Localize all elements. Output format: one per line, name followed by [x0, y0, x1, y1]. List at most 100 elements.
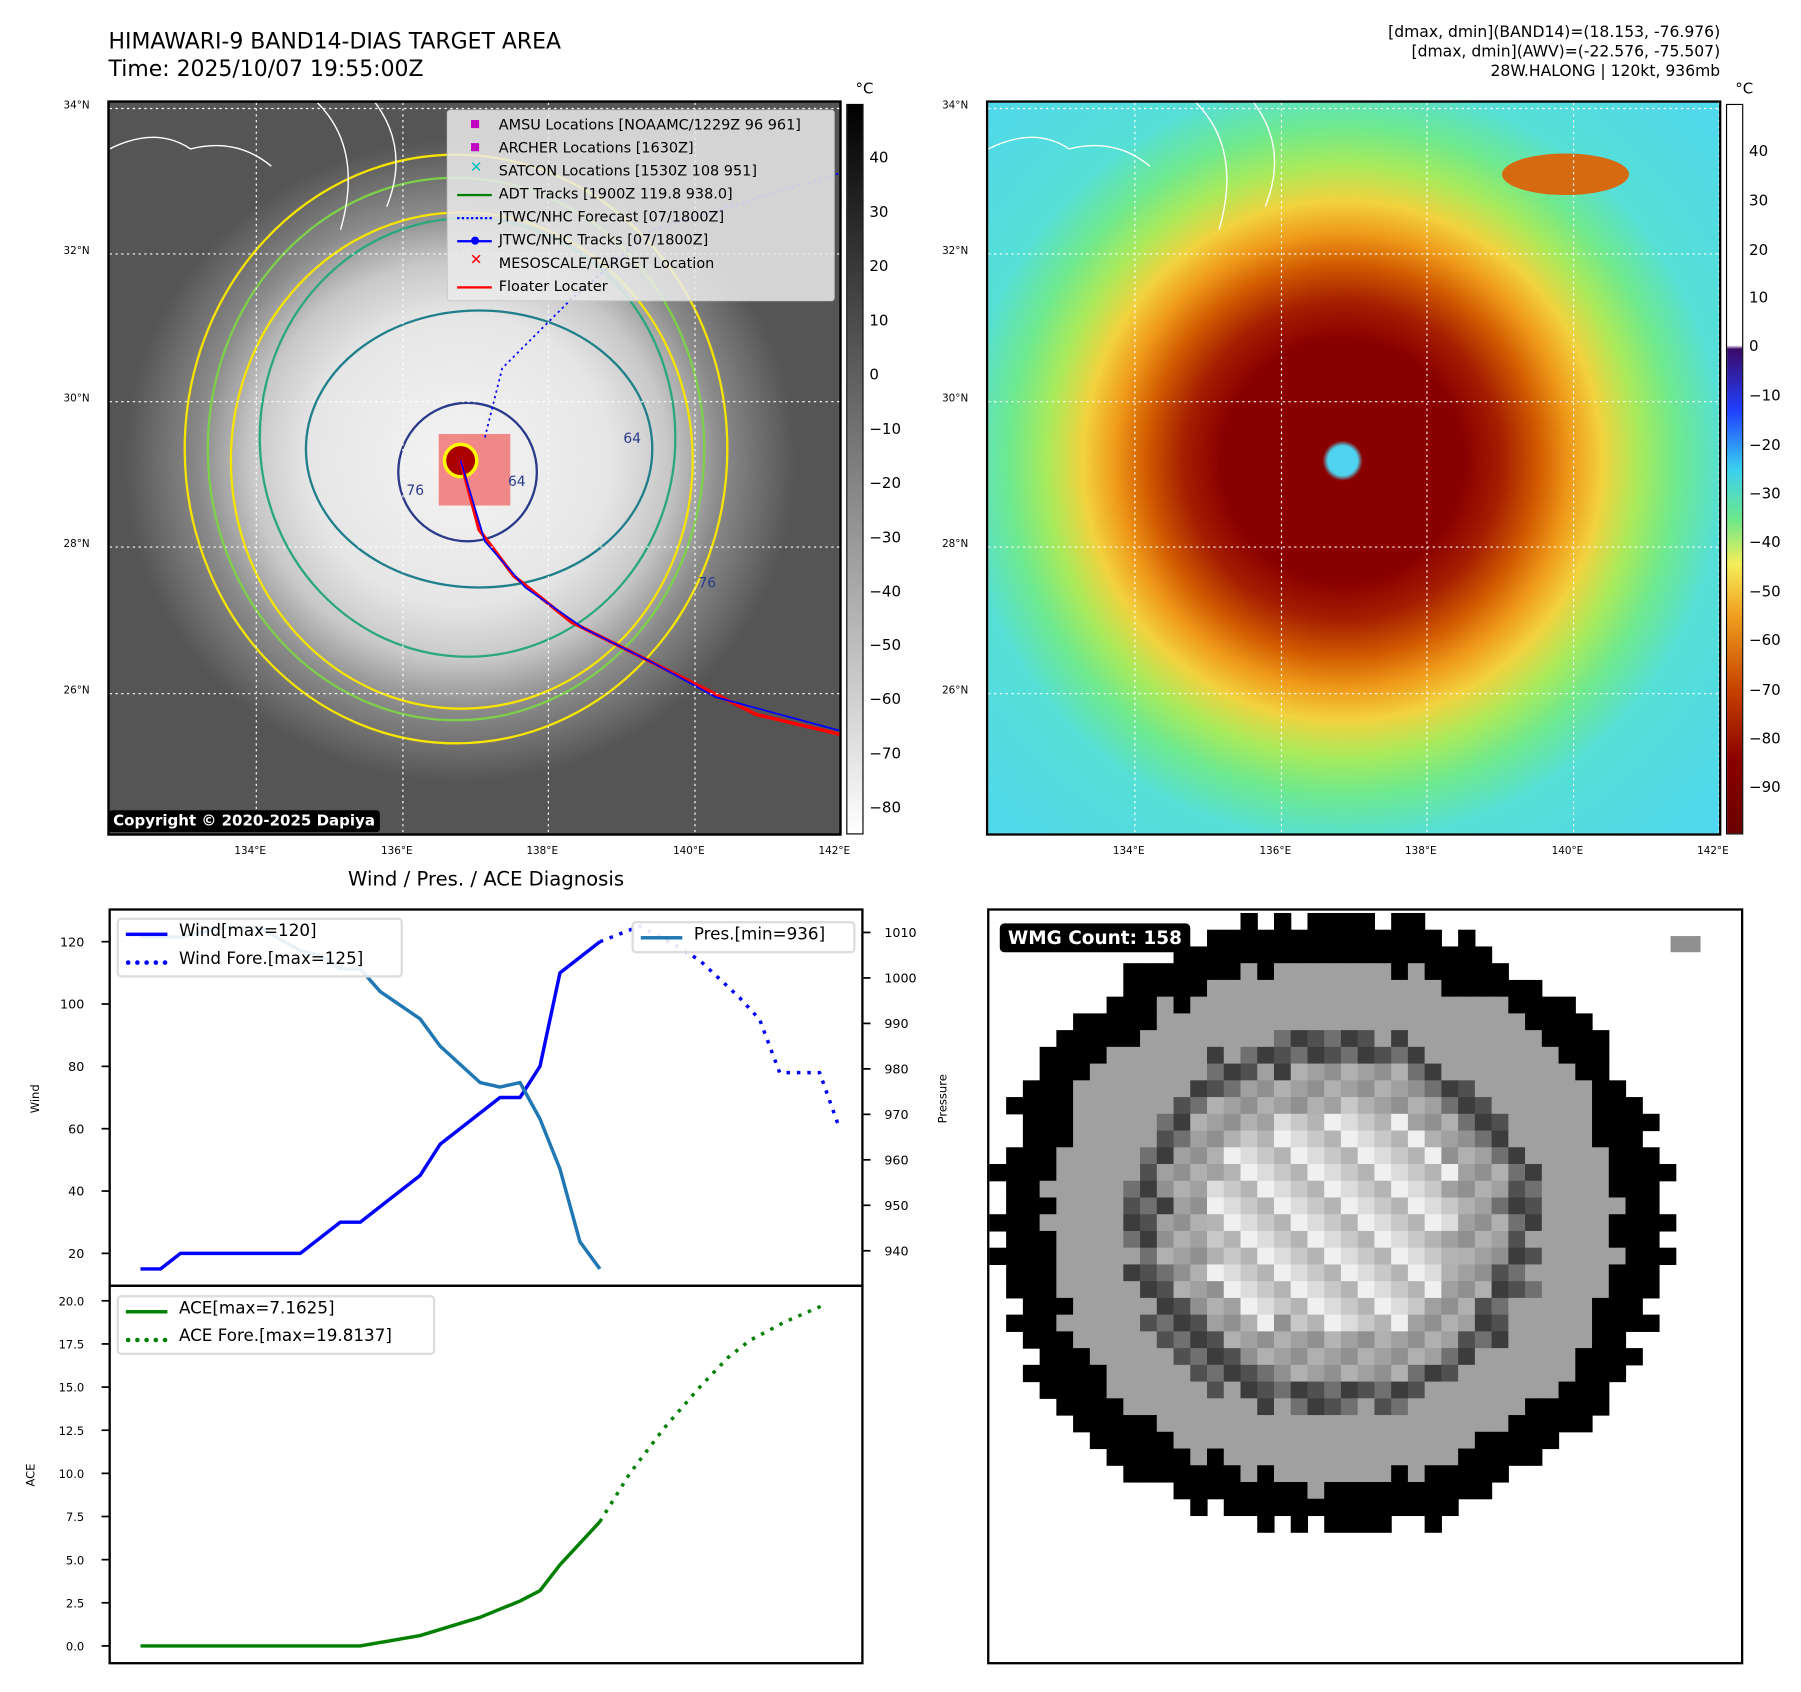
wmg-cell — [1073, 1164, 1091, 1182]
wmg-cell — [1123, 1348, 1141, 1366]
wmg-cell — [1340, 1130, 1359, 1148]
wmg-cell — [1223, 1398, 1242, 1416]
wmg-cell — [1458, 1415, 1476, 1433]
band14-ir-map[interactable]: AMSU Locations [NOAAMC/1229Z 96 961] ARCH… — [107, 100, 842, 836]
wmg-cell — [1357, 1314, 1375, 1332]
wmg-cell — [1207, 1130, 1225, 1148]
wmg-cell — [1073, 1063, 1091, 1081]
wmg-cell — [1659, 1214, 1677, 1232]
wmg-cell — [1307, 1113, 1325, 1132]
wmg-cell — [1441, 1448, 1459, 1466]
wmg-cell — [1290, 1448, 1309, 1466]
wmg-cell — [1106, 1097, 1124, 1115]
colorbar-tick: 0 — [869, 367, 879, 385]
wmg-cell — [1190, 1097, 1208, 1115]
wmg-cell — [1006, 1147, 1024, 1165]
pressure-legend: Pres.[min=936] — [631, 921, 856, 954]
wmg-cell — [1089, 1080, 1108, 1098]
storm-summary: 28W.HALONG | 120kt, 936mb — [1490, 62, 1721, 81]
wmg-cell — [1223, 1063, 1242, 1081]
wmg-cell — [1407, 1147, 1426, 1165]
wmg-cell — [1123, 1431, 1141, 1450]
wmg-cell — [1525, 1431, 1543, 1450]
wmg-cell — [1207, 1264, 1225, 1282]
wmg-cell — [1223, 1130, 1242, 1148]
wmg-cell — [1056, 1180, 1074, 1199]
lon-label: 140°E — [673, 846, 705, 858]
wmg-cell — [1592, 1030, 1610, 1048]
wmg-cell — [1307, 1030, 1325, 1048]
colorbar-unit: °C — [855, 80, 874, 99]
wmg-cell — [1340, 1264, 1359, 1282]
lat-label: 26°N — [63, 685, 90, 698]
line-dot-symbol-icon — [457, 232, 492, 248]
legend-label: ACE Fore.[max=19.8137] — [178, 1327, 392, 1346]
wmg-cell — [1307, 946, 1325, 964]
wmg-cell — [1474, 1130, 1493, 1148]
wmg-cell — [1608, 1264, 1627, 1282]
wmg-cell — [1357, 1013, 1375, 1031]
wmg-cell — [1106, 1398, 1124, 1416]
wmg-cell — [1525, 1448, 1543, 1466]
lon-label: 134°E — [1112, 846, 1145, 858]
colorbar-tick: −20 — [1749, 437, 1781, 455]
wmg-cell — [1324, 1197, 1342, 1215]
wmg-cell — [1273, 1481, 1292, 1500]
wmg-cell — [1491, 1013, 1509, 1031]
wmg-cell — [1474, 1164, 1493, 1182]
wmg-cell — [1407, 1097, 1426, 1115]
wmg-cell — [1357, 1281, 1375, 1299]
wmg-cell — [1407, 1381, 1426, 1399]
wmg-cell — [1474, 1197, 1493, 1215]
wmg-cell — [1340, 1465, 1359, 1483]
colorbar-tick: −30 — [869, 529, 902, 548]
y2-tick-label: 940 — [884, 1243, 908, 1258]
wmg-cell — [1240, 1281, 1258, 1299]
wmg-cell — [1022, 1230, 1041, 1249]
wmg-cell — [1474, 1364, 1493, 1383]
wmg-cell — [1424, 929, 1442, 948]
wmg-cell — [1290, 1230, 1309, 1249]
wmg-cell — [1173, 1197, 1191, 1215]
wmg-cell — [1374, 1030, 1392, 1048]
wmg-cell — [1073, 1381, 1091, 1399]
wmg-cell — [1340, 1080, 1359, 1098]
wmg-cell — [1307, 912, 1325, 931]
wmg-cell — [1056, 1348, 1074, 1366]
wmg-cell — [1056, 1364, 1074, 1383]
wmg-cell — [1340, 1515, 1359, 1533]
wmg-cell — [1123, 1364, 1141, 1383]
wmg-cell — [1006, 1264, 1024, 1282]
wmg-cell — [1257, 1180, 1275, 1199]
wmg-cell — [1357, 1063, 1375, 1081]
wmg-cell — [1458, 1013, 1476, 1031]
wmg-cell — [1592, 1046, 1610, 1065]
wmg-cell — [1558, 1398, 1576, 1416]
wmg-cell — [1441, 1080, 1459, 1098]
square-symbol-icon — [457, 140, 492, 156]
awv-color-map[interactable] — [985, 100, 1722, 836]
wmg-cell — [1592, 1364, 1610, 1383]
wmg-cell — [1240, 1498, 1258, 1517]
wmg-cell — [1525, 1230, 1543, 1249]
wmg-cell — [1458, 1465, 1476, 1483]
wmg-cell — [1474, 1180, 1493, 1199]
wmg-cell — [1123, 1180, 1141, 1199]
wmg-cell — [1039, 1046, 1057, 1065]
wmg-cell — [1491, 1214, 1509, 1232]
wmg-cell — [1156, 1030, 1175, 1048]
wmg-cell — [1391, 1264, 1409, 1282]
wmg-cell — [1508, 979, 1526, 998]
wmg-cell — [1357, 979, 1375, 998]
wmg-cell — [1056, 1214, 1074, 1232]
wmg-cell — [1006, 1314, 1024, 1332]
wmg-cell — [1407, 1481, 1426, 1500]
wmg-cell — [1558, 1130, 1576, 1148]
wmg-cell — [1307, 1180, 1325, 1199]
wmg-cell — [1508, 1197, 1526, 1215]
wmg-cell — [1625, 1314, 1643, 1332]
wmg-cell — [1391, 1281, 1409, 1299]
wmg-cell — [1089, 1214, 1108, 1232]
wmg-cell — [1073, 1398, 1091, 1416]
wmg-cell — [1324, 1348, 1342, 1366]
